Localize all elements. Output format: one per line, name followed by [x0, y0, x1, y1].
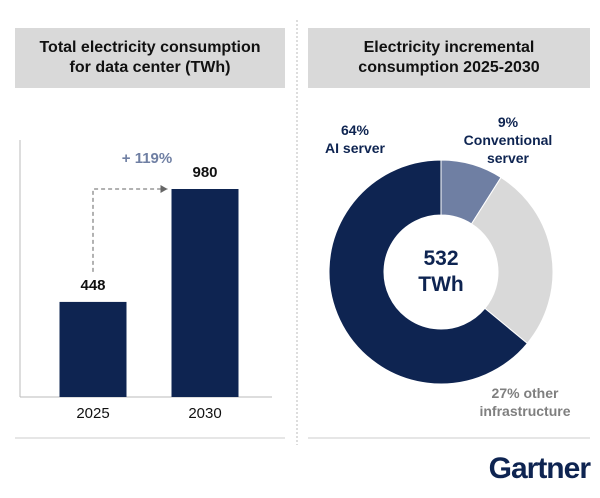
- chart-title: Total electricity consumption for data c…: [15, 28, 285, 88]
- value-label: 27%: [491, 385, 520, 401]
- chart-title: Electricity incremental consumption 2025…: [308, 28, 590, 88]
- x-tick-label: 2030: [188, 405, 221, 422]
- bar: [59, 301, 127, 397]
- growth-arrow: [92, 188, 168, 272]
- data-label: 448: [80, 277, 105, 294]
- slice-label: 27% other infrastructure: [455, 384, 595, 420]
- donut-segment: [328, 159, 529, 385]
- annotation: + 119%: [122, 150, 172, 167]
- category-label: other infrastructure: [479, 385, 571, 419]
- center-label: 532 TWh: [418, 247, 464, 296]
- arrow-head: [160, 185, 168, 193]
- slice-label: 64% AI server: [300, 121, 410, 157]
- bar: [171, 189, 239, 397]
- value-label: 64%: [340, 122, 370, 138]
- data-label: 980: [192, 164, 217, 181]
- donut-segment: [470, 176, 554, 345]
- slice-label: 9% Conventional server: [448, 113, 568, 167]
- category-label: Conventional server: [463, 132, 553, 166]
- value-label: 9%: [497, 114, 519, 130]
- x-tick-label: 2025: [76, 405, 109, 422]
- brand-logo: Gartner: [488, 452, 591, 485]
- category-label: AI server: [325, 140, 385, 156]
